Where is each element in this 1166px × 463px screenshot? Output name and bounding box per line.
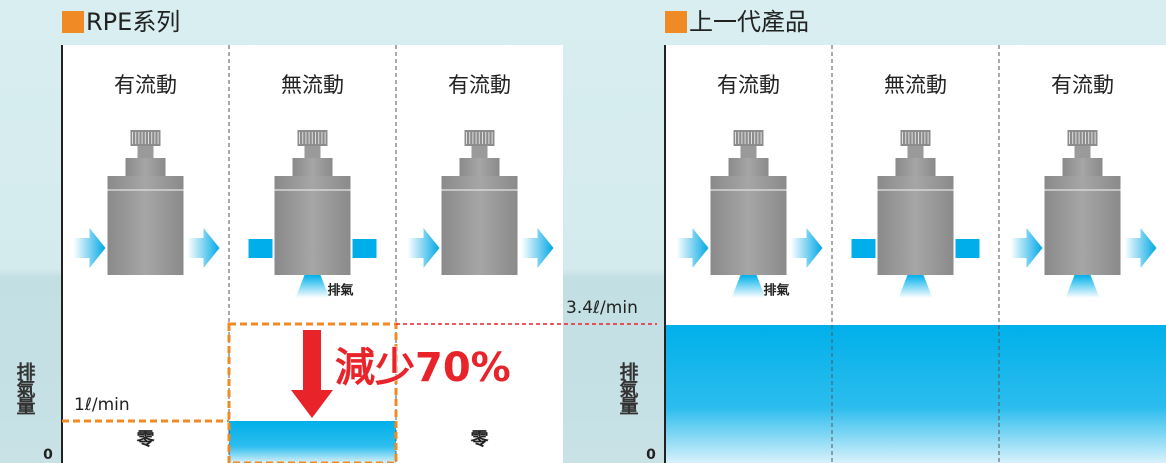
valve-neck <box>728 158 769 176</box>
valve-stem <box>304 146 321 158</box>
column-label: 有流動 <box>448 73 511 97</box>
flow-arrow <box>407 228 440 268</box>
reduction-arrow <box>291 330 333 418</box>
level-label: 1ℓ/min <box>74 395 130 415</box>
valve-stem <box>471 146 488 158</box>
exhaust-cone <box>898 275 933 298</box>
valve-stem <box>137 146 154 158</box>
panel-title: 上一代產品 <box>689 8 809 36</box>
exhaust-label: 排氣 <box>764 283 790 299</box>
port <box>851 239 876 258</box>
valve-body <box>877 176 954 275</box>
valve-neck <box>292 158 333 176</box>
valve-body <box>107 176 184 275</box>
column-label: 無流動 <box>884 73 947 97</box>
flow-arrow <box>1010 228 1043 268</box>
valve-body <box>441 176 518 275</box>
valve-neck <box>1062 158 1103 176</box>
flow-arrow <box>521 228 554 268</box>
port <box>248 239 273 258</box>
reference-label: 3.4ℓ/min <box>566 298 638 318</box>
title-marker <box>665 11 687 33</box>
title-marker <box>62 11 84 33</box>
valve-body <box>710 176 787 275</box>
zero-label: 零 <box>136 429 156 450</box>
port <box>955 239 980 258</box>
column-label: 無流動 <box>281 73 344 97</box>
valve-neck <box>125 158 166 176</box>
valve-body <box>274 176 351 275</box>
exhaust-cone <box>731 275 766 298</box>
valve-neck <box>895 158 936 176</box>
column-label: 有流動 <box>114 73 177 97</box>
valve-body <box>1044 176 1121 275</box>
valve-stem <box>1074 146 1091 158</box>
reduction-label: 減少70% <box>335 345 511 391</box>
origin-label: 0 <box>646 447 656 463</box>
exhaust-cone <box>1065 275 1100 298</box>
port <box>352 239 377 258</box>
flow-arrow <box>1124 228 1157 268</box>
exhaust-label: 排氣 <box>328 283 354 299</box>
valve-stem <box>740 146 757 158</box>
flow-arrow <box>73 228 106 268</box>
valve-stem <box>907 146 924 158</box>
y-axis-label: 排氣量 <box>14 361 36 415</box>
comparison-box <box>227 322 398 463</box>
zero-label: 零 <box>470 429 490 450</box>
column-label: 有流動 <box>1051 73 1114 97</box>
flow-arrow <box>790 228 823 268</box>
origin-label: 0 <box>43 447 53 463</box>
exhaust-cone <box>295 275 330 298</box>
panel-title: RPE系列 <box>86 8 180 36</box>
y-axis-label: 排氣量 <box>617 361 639 415</box>
exhaust-level <box>229 421 396 463</box>
flow-arrow <box>676 228 709 268</box>
column-label: 有流動 <box>717 73 780 97</box>
flow-arrow <box>187 228 220 268</box>
exhaust-level <box>666 325 1166 463</box>
valve-neck <box>459 158 500 176</box>
